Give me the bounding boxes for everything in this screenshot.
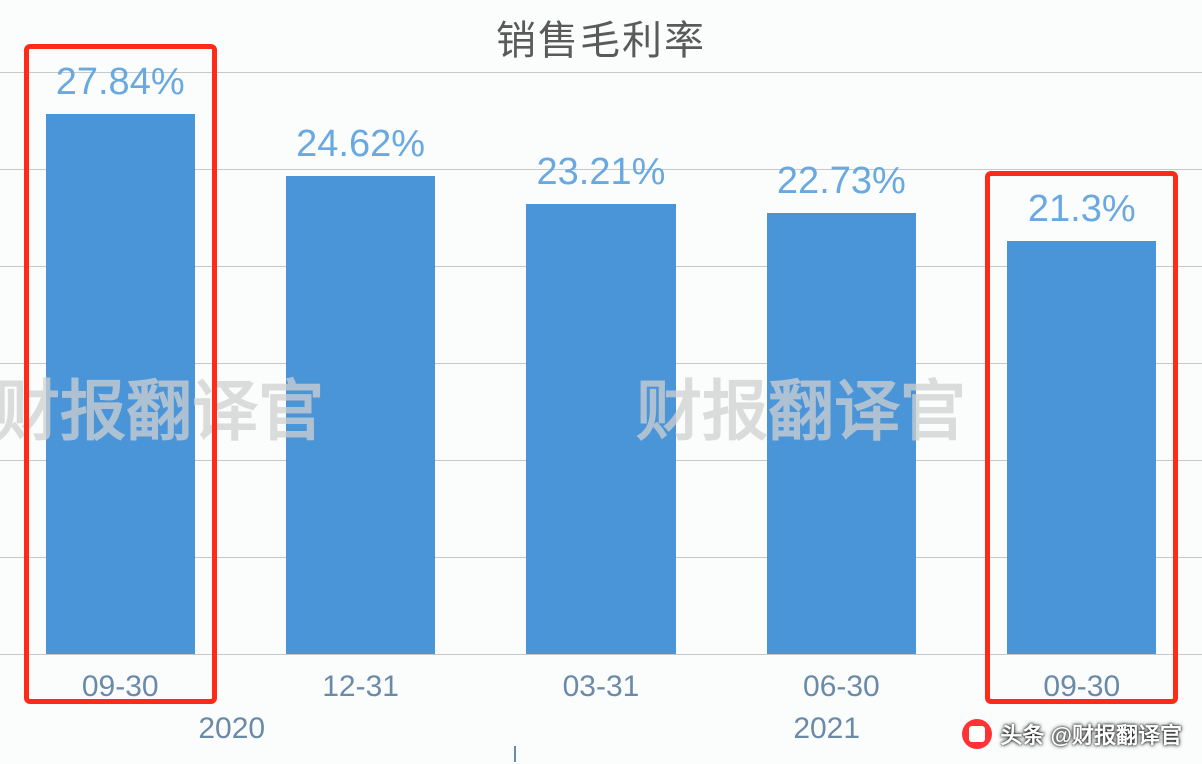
bar: 23.21%: [526, 204, 675, 654]
chart-title: 销售毛利率: [0, 8, 1202, 66]
x-category-label: 12-31: [240, 670, 480, 704]
bar-slot: 21.3%: [962, 72, 1202, 654]
toutiao-logo-icon: [962, 719, 992, 749]
bar: 27.84%: [46, 114, 195, 654]
gross-margin-chart: 销售毛利率 27.84% 24.62% 23.21% 22.73% 21.3% 09-3…: [0, 0, 1202, 764]
bar: 21.3%: [1007, 241, 1156, 654]
attribution-prefix: 头条: [1000, 723, 1044, 748]
x-category-label: 03-31: [481, 670, 721, 704]
bar-slot: 23.21%: [481, 72, 721, 654]
x-category-label: 09-30: [0, 670, 240, 704]
x-category-label: 06-30: [721, 670, 961, 704]
x-category-label: 09-30: [962, 670, 1202, 704]
bar-value-label: 21.3%: [933, 188, 1202, 231]
bar-slot: 27.84%: [0, 72, 240, 654]
bar-slot: 22.73%: [721, 72, 961, 654]
bar: 24.62%: [286, 176, 435, 654]
x-year-label: 2021: [793, 712, 860, 746]
bar-value-label: 27.84%: [0, 61, 269, 104]
toutiao-logo-inner: [969, 726, 985, 742]
x-year-label: 2020: [198, 712, 265, 746]
plot-area: 27.84% 24.62% 23.21% 22.73% 21.3%: [0, 72, 1202, 654]
attribution-text: 头条 @财报翻译官: [1000, 718, 1182, 750]
bars-container: 27.84% 24.62% 23.21% 22.73% 21.3%: [0, 72, 1202, 654]
attribution-handle: @财报翻译官: [1051, 723, 1182, 748]
axis-center-tick: [514, 746, 516, 762]
bar-slot: 24.62%: [240, 72, 480, 654]
bar: 22.73%: [767, 213, 916, 654]
source-attribution: 头条 @财报翻译官: [956, 714, 1188, 754]
